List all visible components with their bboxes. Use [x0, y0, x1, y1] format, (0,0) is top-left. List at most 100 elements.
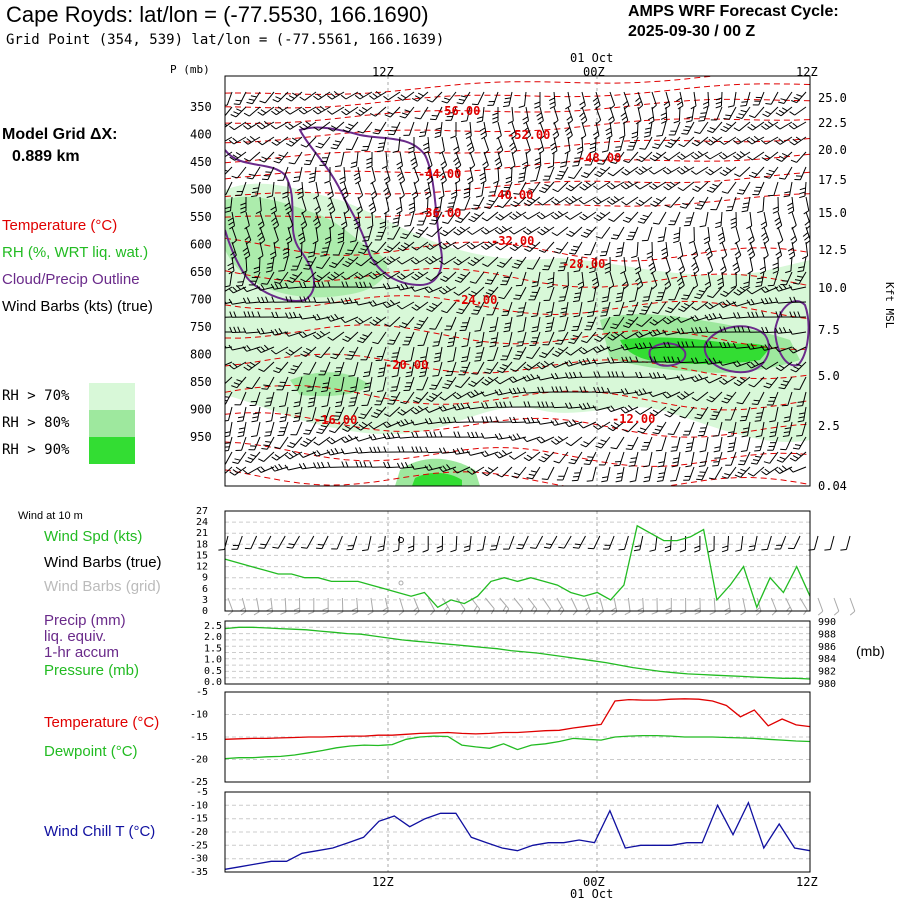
cs-wind-barb — [236, 376, 247, 389]
cs-wind-barb-feather — [284, 331, 290, 337]
cs-wind-barb-feather — [460, 447, 465, 454]
cs-wind-barb-feather — [579, 216, 585, 221]
cs-wind-barb-feather — [498, 296, 505, 300]
cs-wind-barb-feather — [593, 371, 597, 378]
cs-wind-barb-feather — [330, 147, 337, 150]
cs-wind-barb — [689, 211, 695, 226]
cs-wind-barb-feather — [704, 314, 709, 321]
cs-wind-barb-feather — [583, 463, 590, 465]
cs-wind-barb-feather — [480, 432, 485, 439]
cs-wind-barb-feather — [467, 146, 474, 151]
cs-wind-barb-feather — [319, 105, 326, 111]
cs-wind-barb-feather — [289, 277, 296, 281]
cs-wind-barb-feather — [284, 202, 290, 207]
cs-wind-barb — [400, 466, 415, 469]
cs-wind-barb — [752, 151, 765, 161]
cs-wind-barb — [499, 226, 513, 235]
cs-wind-barb-feather — [259, 239, 266, 245]
cs-wind-barb-feather — [497, 370, 504, 374]
surface-barb-grid-feather — [414, 610, 420, 616]
cs-wind-barb — [473, 376, 485, 387]
cs-wind-barb — [550, 301, 555, 316]
cs-wind-barb-feather — [578, 423, 584, 429]
wind-panel-frame — [224, 510, 811, 612]
cs-wind-barb-feather — [550, 362, 556, 368]
cs-wind-barb-feather — [734, 474, 741, 478]
cs-wind-barb — [353, 361, 359, 376]
surface-barb-grid-feather — [585, 610, 591, 616]
cs-wind-barb-feather — [747, 126, 753, 131]
cs-wind-barb-feather — [252, 412, 259, 415]
cs-wind-barb — [292, 271, 303, 283]
cs-wind-barb-feather — [503, 330, 510, 333]
cs-wind-barb — [531, 181, 541, 194]
cs-wind-barb — [357, 181, 364, 196]
cs-wind-barb-feather — [692, 255, 698, 260]
cs-wind-barb-feather — [747, 247, 753, 252]
cs-wind-barb-feather — [431, 219, 438, 222]
cs-wind-barb-feather — [412, 165, 418, 170]
cs-wind-barb-feather — [377, 446, 381, 453]
cs-wind-barb-feather — [661, 251, 668, 256]
cs-wind-barb-feather — [666, 391, 672, 397]
cs-wind-barb-feather — [637, 221, 644, 224]
cs-wind-barb-feather — [717, 281, 724, 286]
cs-wind-barb-feather — [375, 91, 382, 96]
cs-wind-barb-feather — [652, 222, 660, 225]
cs-wind-barb-feather — [621, 171, 627, 176]
cs-wind-barb — [402, 406, 415, 416]
cs-wind-barb-feather — [353, 217, 360, 222]
cs-wind-barb — [225, 361, 233, 366]
cs-wind-barb-feather — [330, 437, 336, 443]
cs-wind-barb-feather — [452, 448, 457, 455]
cs-wind-barb-feather — [707, 295, 714, 299]
cs-wind-barb-feather — [411, 276, 417, 281]
cs-wind-barb-feather — [421, 210, 428, 214]
cs-wind-barb-feather — [378, 367, 385, 370]
cs-wind-barb-feather — [616, 296, 623, 299]
cs-wind-barb-feather — [738, 189, 746, 192]
cross-section-wind-barbs — [216, 91, 810, 483]
cs-wind-barb-feather — [216, 156, 221, 160]
cs-wind-barb-feather — [683, 294, 690, 297]
cs-wind-barb-feather — [530, 470, 537, 473]
cs-wind-barb-feather — [690, 376, 696, 382]
cs-wind-barb-feather — [690, 155, 697, 160]
panel-tick-label: 21 — [196, 528, 208, 539]
cs-wind-barb-feather — [258, 368, 265, 372]
cs-wind-barb-feather — [255, 210, 262, 215]
cs-wind-barb-feather — [312, 217, 319, 222]
legend-cloud-outline: Cloud/Precip Outline — [2, 271, 140, 288]
cs-wind-barb — [536, 301, 541, 316]
cs-wind-barb — [465, 316, 471, 331]
cs-wind-barb-feather — [299, 96, 305, 101]
cs-wind-barb — [464, 196, 471, 211]
cs-wind-barb-feather — [237, 420, 244, 423]
cs-wind-barb-feather — [615, 300, 622, 303]
cs-wind-barb — [655, 196, 667, 207]
cs-wind-barb-feather — [592, 425, 599, 430]
cs-wind-barb-feather — [552, 353, 558, 357]
cs-wind-barb-feather — [476, 341, 483, 344]
cs-wind-barb — [757, 181, 765, 196]
cs-wind-barb-feather — [577, 281, 584, 286]
cs-wind-barb-feather — [678, 308, 684, 312]
cs-wind-barb-feather — [463, 187, 470, 191]
cs-wind-barb — [347, 331, 359, 342]
cs-wind-barb-feather — [271, 311, 275, 318]
cs-wind-barb — [246, 286, 261, 293]
cs-wind-barb — [435, 106, 443, 120]
cs-wind-barb — [616, 436, 625, 450]
surface-barb-true — [608, 535, 615, 550]
cs-wind-barb-feather — [512, 213, 518, 218]
cs-wind-barb — [274, 466, 289, 472]
wind-chill-grid — [225, 792, 810, 872]
cs-wind-barb-feather — [439, 232, 446, 237]
cs-wind-barb-feather — [429, 395, 435, 400]
cs-wind-barb-feather — [649, 266, 655, 271]
cs-wind-barb-feather — [775, 311, 779, 318]
cs-wind-barb — [452, 346, 457, 361]
temperature-contour — [225, 237, 810, 262]
panel-tick-label: -30 — [190, 854, 208, 865]
cs-wind-barb — [252, 166, 261, 180]
